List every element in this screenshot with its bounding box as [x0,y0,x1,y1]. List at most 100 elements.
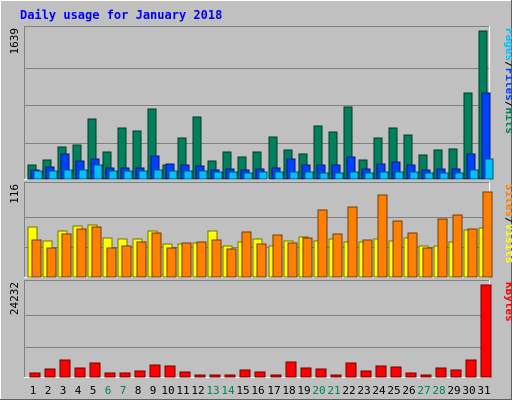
bar-pages-day-21 [334,172,344,180]
bar-kbytes-day-12 [194,374,206,378]
panel-kbytes: 24232 KBytes [8,280,512,378]
panel-visits-scale-label: 116 [8,184,21,204]
series-pages [33,158,494,180]
legend-separator: / [503,217,512,224]
bar-sites-day-27 [422,247,433,278]
bar-kbytes-day-8 [134,370,146,378]
bar-pages-day-18 [289,171,299,180]
day-label-15: 15 [236,384,249,397]
legend-sites: Sites [503,184,512,217]
panel-kbytes-background [24,280,490,378]
bar-pages-day-10 [168,170,178,180]
bar-kbytes-day-30 [465,359,477,378]
bar-kbytes-day-1 [29,372,41,378]
day-label-29: 29 [447,384,460,397]
bar-kbytes-day-26 [405,372,417,378]
bar-kbytes-day-13 [209,374,221,378]
bar-sites-day-20 [317,209,328,278]
day-label-8: 8 [135,384,142,397]
bar-pages-day-12 [198,170,208,180]
bar-pages-day-4 [78,169,88,180]
bar-sites-day-22 [347,206,358,278]
bar-sites-day-13 [211,239,222,278]
bar-sites-day-6 [106,247,117,278]
day-label-4: 4 [75,384,82,397]
chart-panels: 1639Pages/Files/Hits116Sites/Visits24232… [8,26,512,378]
day-label-5: 5 [90,384,97,397]
bar-kbytes-day-25 [390,366,402,378]
bar-sites-day-26 [407,232,418,278]
bar-sites-day-28 [437,218,448,278]
bar-sites-day-24 [377,194,388,278]
bar-pages-day-3 [63,169,73,180]
bar-pages-day-24 [379,171,389,180]
bar-pages-day-29 [454,172,464,180]
day-label-19: 19 [297,384,310,397]
bar-kbytes-day-31 [480,284,492,378]
panel-requests-legend: Pages/Files/Hits [503,28,512,134]
day-label-20: 20 [312,384,325,397]
bar-kbytes-day-17 [270,374,282,378]
legend-hits: Hits [503,108,512,135]
day-label-25: 25 [387,384,400,397]
bar-kbytes-day-19 [300,367,312,378]
bar-kbytes-day-3 [59,359,71,378]
bar-sites-day-3 [61,233,72,278]
bar-pages-day-9 [153,169,163,180]
bar-sites-day-18 [287,242,298,278]
bar-sites-day-29 [452,214,463,278]
day-label-28: 28 [432,384,445,397]
bar-sites-day-11 [181,242,192,278]
legend-files: Files [503,68,512,101]
day-axis-labels: 1 2 3 4 5 6 7 8 9 10 11 12 13 14 15 16 17 18 19 20 21 22 23 24 2… [30,384,491,397]
bar-pages-day-14 [228,171,238,180]
bar-pages-day-11 [183,170,193,180]
chart-title: Daily usage for January 2018 [20,8,222,22]
bar-pages-day-17 [274,171,284,180]
bar-kbytes-day-22 [345,362,357,378]
bar-kbytes-day-29 [450,369,462,378]
bar-kbytes-day-6 [104,372,116,378]
bar-pages-day-5 [93,164,103,180]
bar-pages-day-15 [243,172,253,180]
bar-sites-day-23 [362,239,373,278]
day-label-21: 21 [327,384,340,397]
bar-kbytes-day-14 [224,374,236,378]
bar-sites-day-17 [272,234,283,278]
bar-pages-day-27 [424,172,434,180]
panel-requests-scale-label: 1639 [8,28,21,55]
bar-sites-day-14 [226,248,237,278]
day-label-27: 27 [417,384,430,397]
bar-kbytes-day-20 [315,368,327,378]
bar-sites-day-19 [302,237,313,278]
day-label-31: 31 [477,384,490,397]
day-label-6: 6 [105,384,112,397]
bar-sites-day-5 [91,226,102,278]
day-label-14: 14 [221,384,235,397]
day-label-24: 24 [372,384,386,397]
bar-kbytes-day-10 [164,365,176,378]
bar-kbytes-day-9 [149,364,161,378]
day-label-11: 11 [176,384,189,397]
bar-sites-day-12 [196,241,207,278]
legend-visits: Visits [503,224,512,264]
bar-sites-day-30 [467,228,478,278]
bar-sites-day-16 [256,243,267,278]
legend-separator: / [503,61,512,68]
day-label-22: 22 [342,384,355,397]
bar-kbytes-day-24 [375,365,387,378]
day-label-30: 30 [462,384,475,397]
day-label-17: 17 [267,384,280,397]
bar-sites-day-2 [46,247,57,278]
day-label-7: 7 [120,384,127,397]
bar-kbytes-day-11 [179,371,191,378]
panel-kbytes-legend: KBytes [503,282,512,322]
day-label-26: 26 [402,384,415,397]
day-label-10: 10 [161,384,174,397]
day-label-16: 16 [251,384,264,397]
bar-sites-day-8 [136,241,147,278]
bar-kbytes-day-7 [119,372,131,378]
day-label-3: 3 [60,384,67,397]
bar-sites-day-15 [241,231,252,278]
